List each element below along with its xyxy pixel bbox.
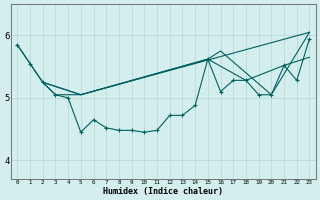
X-axis label: Humidex (Indice chaleur): Humidex (Indice chaleur) bbox=[103, 187, 223, 196]
